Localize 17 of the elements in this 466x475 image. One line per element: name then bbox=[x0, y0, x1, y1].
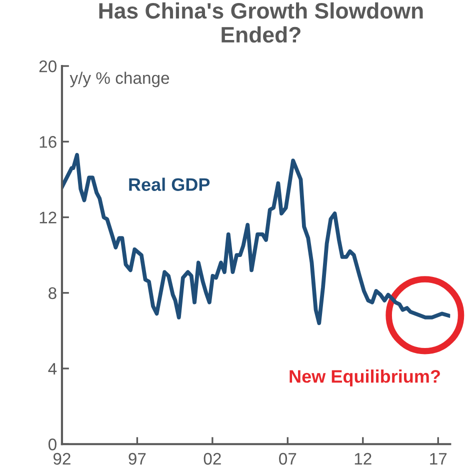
y-tick-label: 16 bbox=[40, 136, 56, 148]
y-tick-label: 4 bbox=[48, 363, 57, 375]
line-series bbox=[62, 152, 450, 326]
x-tick-label: 92 bbox=[53, 452, 70, 465]
chart-title: Has China's Growth Slowdown Ended? bbox=[99, 2, 423, 43]
x-tick-label: 02 bbox=[204, 452, 221, 465]
annotation: New Equilibrium? bbox=[290, 370, 440, 386]
y-tick-label: 12 bbox=[40, 212, 56, 224]
series-label: Real GDP bbox=[129, 178, 210, 191]
x-tick-label: 17 bbox=[430, 453, 447, 465]
y-tick-label: 8 bbox=[48, 287, 56, 300]
x-tick-label: 97 bbox=[128, 452, 146, 465]
x-tick-label: 12 bbox=[354, 452, 372, 465]
y-tick-label: 20 bbox=[39, 60, 56, 72]
x-tick-label: 07 bbox=[279, 452, 296, 465]
y-axis-title: y/y % change bbox=[70, 72, 170, 88]
y-tick-label: 0 bbox=[48, 438, 56, 450]
